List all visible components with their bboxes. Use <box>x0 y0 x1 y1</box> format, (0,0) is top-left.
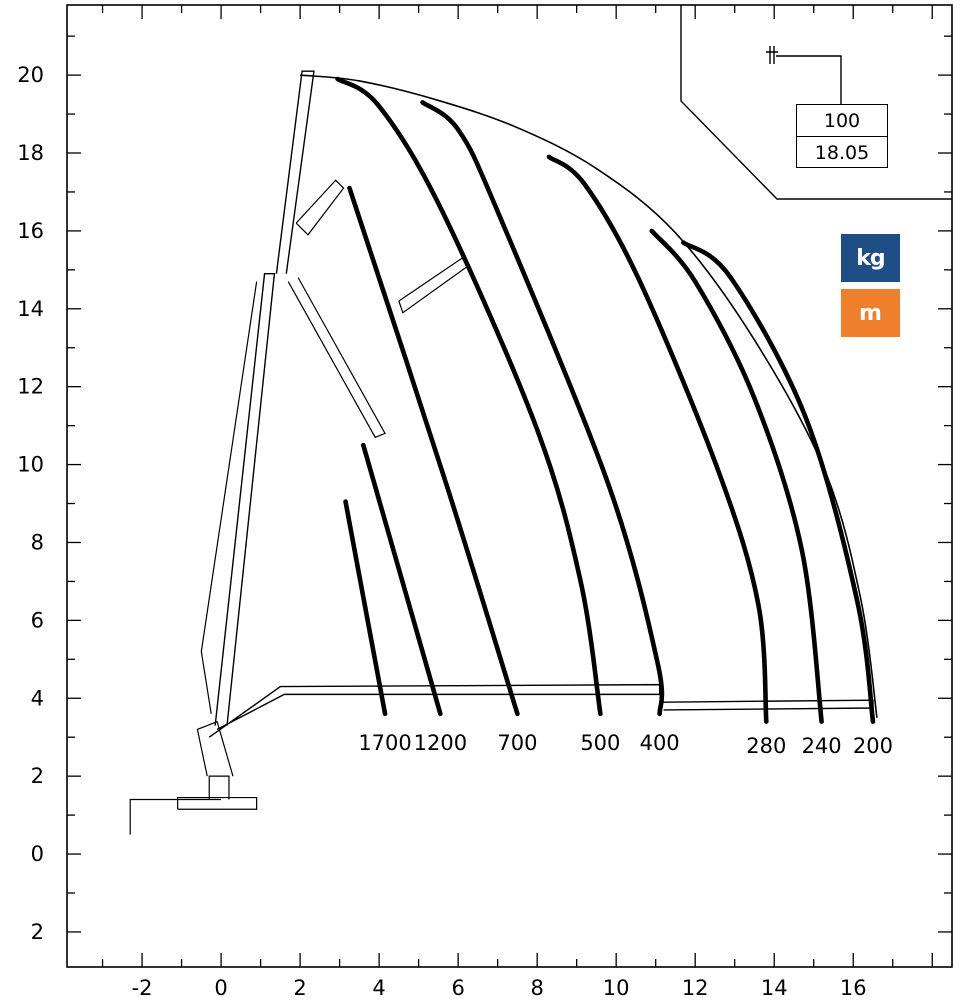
x-tick-label: -2 <box>132 976 153 1000</box>
y-tick-label: 10 <box>17 453 44 477</box>
load-curve-1200 <box>361 442 443 717</box>
axis-ticks <box>67 5 952 967</box>
load-curve-label: 1700 <box>358 731 411 755</box>
y-tick-label: 8 <box>31 530 44 554</box>
x-tick-label: 16 <box>840 976 867 1000</box>
y-tick-label: 18 <box>17 141 44 165</box>
y-tick-label: 2 <box>31 920 44 944</box>
unit-badge-m-label: m <box>859 300 882 326</box>
crane-main-boom <box>214 273 276 726</box>
load-curve-1700 <box>343 499 388 717</box>
crane-fold-boom-3 <box>398 257 469 314</box>
legend-reach-value: 18.05 <box>814 141 870 164</box>
load-curve-400 <box>420 100 665 717</box>
crane-extension <box>275 70 315 274</box>
x-tick-label: 0 <box>214 976 227 1000</box>
unit-badge-m: m <box>841 289 900 337</box>
load-curve-700 <box>347 185 520 717</box>
x-tick-label: 14 <box>761 976 788 1000</box>
reach-envelope-line <box>300 74 878 718</box>
crane-column <box>196 720 234 777</box>
crane-fold-boom-1 <box>287 277 386 439</box>
y-tick-label: 20 <box>17 63 44 87</box>
x-tick-label: 12 <box>682 976 709 1000</box>
load-curve-280 <box>546 154 769 724</box>
y-tick-label: 6 <box>31 608 44 632</box>
legend-inset <box>680 5 952 200</box>
load-curve-500 <box>335 76 603 717</box>
crane-horizontal-ext <box>663 699 874 711</box>
load-curve-200 <box>681 240 876 724</box>
load-curve-240 <box>649 228 824 724</box>
load-curve-label: 400 <box>640 731 680 755</box>
plot-frame <box>66 4 953 968</box>
y-tick-label: 16 <box>17 219 44 243</box>
unit-badge-kg: kg <box>841 234 900 282</box>
x-tick-label: 8 <box>530 976 543 1000</box>
y-tick-label: 12 <box>17 375 44 399</box>
crane-outrigger <box>129 798 222 835</box>
x-tick-label: 6 <box>451 976 464 1000</box>
load-curve-label: 200 <box>853 734 893 758</box>
inset-border <box>680 5 952 200</box>
y-tick-label: 2 <box>31 764 44 788</box>
crane-fold-boom-2 <box>295 179 345 236</box>
y-tick-label: 14 <box>17 297 44 321</box>
load-curve-label: 240 <box>802 734 842 758</box>
load-curves <box>335 76 876 724</box>
y-tick-label: 0 <box>31 842 44 866</box>
x-tick-label: 4 <box>372 976 385 1000</box>
chart-frame <box>66 4 953 968</box>
x-tick-label: 2 <box>293 976 306 1000</box>
crane-turret <box>208 775 230 800</box>
crane-drawing <box>129 70 874 835</box>
load-labels: 1700 1200 700 500 400 280 240 200 <box>358 731 893 758</box>
reach-envelope <box>300 74 878 718</box>
load-curve-label: 500 <box>580 731 620 755</box>
hook-arm <box>776 55 842 104</box>
load-curve-label: 700 <box>497 731 537 755</box>
load-curve-label: 280 <box>746 734 786 758</box>
hook-icon <box>766 46 778 64</box>
crane-base-frame <box>177 796 258 810</box>
x-tick-label: 10 <box>603 976 630 1000</box>
legend-box: 100 18.05 <box>796 104 888 168</box>
load-curve-label: 1200 <box>414 731 467 755</box>
y-tick-label: 4 <box>31 686 44 710</box>
unit-badge-kg-label: kg <box>856 245 885 271</box>
legend-load-value: 100 <box>797 105 887 137</box>
crane-main-boom-cyl <box>200 281 258 714</box>
